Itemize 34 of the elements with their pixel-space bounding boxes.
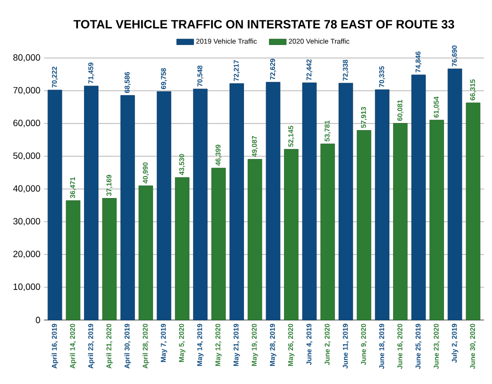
bar (284, 149, 298, 320)
y-tick-label: 0 (36, 316, 40, 324)
bar (174, 177, 190, 320)
bar (466, 102, 480, 320)
y-tick-label: 60,000 (13, 120, 40, 128)
y-tick-label: 20,000 (13, 250, 40, 258)
bar (320, 144, 335, 320)
y-tick-label: 10,000 (14, 284, 40, 291)
y-tick-label: 30,000 (13, 218, 40, 226)
y-tick-label: 50,000 (13, 152, 40, 160)
y-tick-label: 40,000 (13, 185, 40, 193)
bar (338, 82, 354, 320)
bar (230, 83, 244, 320)
bar (266, 82, 280, 320)
bar (66, 200, 80, 320)
bar (411, 74, 426, 320)
bar (448, 68, 462, 320)
bar (393, 123, 408, 320)
bar (374, 89, 390, 320)
bar (211, 168, 226, 320)
bar (302, 82, 317, 320)
bar (84, 86, 98, 320)
y-tick-label: 80,000 (13, 54, 40, 62)
bar (248, 159, 262, 320)
chart-title: TOTAL VEHICLE TRAFFIC ON INTERSTATE 78 EAST OF ROUTE 33 (74, 20, 454, 28)
bar (156, 91, 172, 320)
bar (193, 88, 208, 320)
y-tick-label: 70,000 (13, 87, 40, 94)
bar (48, 90, 62, 320)
bar (138, 186, 154, 320)
bar (102, 198, 117, 320)
bar (356, 130, 372, 320)
bar (120, 95, 135, 320)
bar (430, 120, 444, 320)
